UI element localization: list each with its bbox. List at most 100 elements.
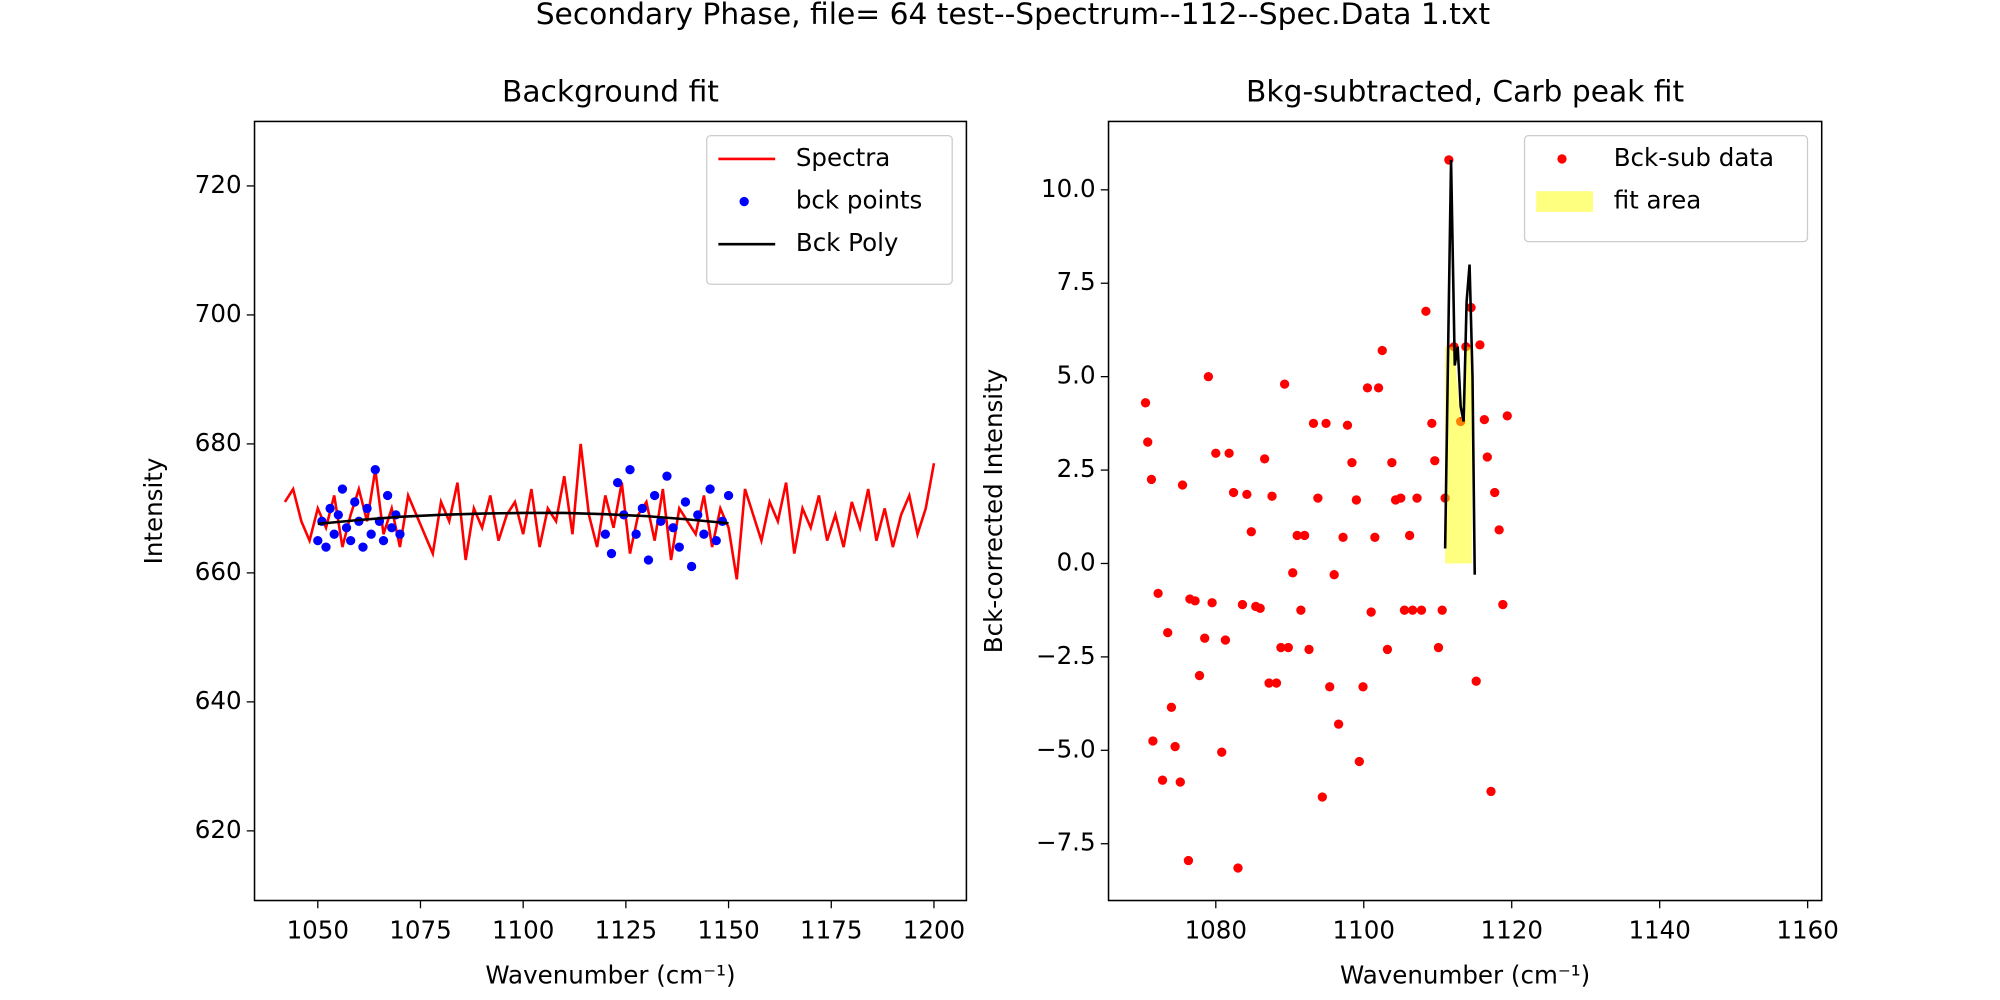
point [1416,605,1427,615]
legend-label: Spectra [796,143,890,172]
point [1482,452,1492,462]
point [1190,596,1200,606]
point [1387,457,1397,468]
y-tick-label: 700 [195,299,242,328]
point [1366,607,1376,617]
point [1163,627,1173,638]
point [1211,448,1221,458]
point [1479,414,1490,425]
point [1177,480,1188,490]
point [1271,678,1282,688]
point [1242,489,1252,500]
point [1370,532,1380,542]
point [1471,676,1481,686]
point [1217,747,1227,757]
point [1148,736,1158,746]
y-axis-label: Bck-corrected Intensity [979,369,1008,654]
point [705,484,715,494]
y-tick-label: −7.5 [1036,828,1096,857]
point [1233,863,1243,873]
y-tick-label: 10.0 [1041,174,1096,203]
point [1317,792,1327,802]
legend: Spectra bck points Bck Poly [706,135,953,285]
point [680,497,691,507]
point [395,529,405,539]
point [370,465,380,475]
point [1347,457,1357,468]
point [1194,670,1205,681]
point [1299,530,1310,541]
series-line [1443,159,1477,575]
point [1296,605,1306,615]
point [649,490,660,501]
point [662,471,672,481]
point [1437,605,1447,615]
point [321,542,331,552]
x-tick-label: 1160 [1776,916,1838,945]
point [1382,644,1393,655]
point [1276,642,1286,653]
plot-area [283,443,936,580]
point [1183,855,1194,866]
point [1490,487,1500,498]
point [1228,487,1239,498]
point [1325,682,1335,692]
y-tick-label: 620 [195,815,242,844]
point [1308,418,1319,429]
point [345,535,356,546]
point [1396,493,1406,503]
subplot: Background fit Wavenumber (cm⁻¹) Intensity… [139,75,968,990]
subplot: Bkg-subtracted, Carb peak fit Wavenumber … [979,75,1839,990]
y-tick-label: −5.0 [1036,734,1096,763]
point [313,535,323,546]
point [625,465,635,475]
point [1351,495,1362,505]
x-tick-label: 1100 [492,916,554,945]
point [1264,678,1274,688]
point [1427,418,1437,429]
legend-label: Bck Poly [796,228,899,257]
point [723,490,734,501]
point [1412,493,1422,503]
point [1279,379,1290,389]
point [1486,786,1496,797]
point [337,484,348,494]
legend-marker [739,196,749,207]
point [1207,598,1217,608]
point [643,555,654,565]
point [1157,775,1168,785]
point [1377,345,1387,356]
point [668,523,678,533]
y-tick-label: 680 [195,428,242,457]
subplot-title: Bkg-subtracted, Carb peak fit [1246,75,1684,110]
point [1288,568,1298,578]
legend: Bck-sub data fit area [1523,135,1809,243]
point [333,510,343,520]
point [1170,741,1180,752]
x-tick-label: 1125 [595,916,657,945]
plot-area [1140,155,1512,873]
axes-frame [253,120,968,902]
point [699,529,709,539]
point [1153,588,1163,599]
point [329,529,339,539]
point [1313,493,1323,503]
point [1433,642,1444,653]
point [693,510,703,520]
x-tick-label: 1200 [903,916,965,945]
point [600,529,610,539]
point [1399,605,1410,615]
point [362,503,372,514]
x-tick-label: 1140 [1628,916,1690,945]
x-tick-label: 1075 [389,916,451,945]
point [378,535,389,546]
point [1358,682,1368,692]
x-tick-label: 1080 [1185,916,1247,945]
point [674,542,684,552]
x-tick-label: 1150 [697,916,759,945]
point [366,529,376,539]
legend-label: fit area [1614,186,1702,215]
point [1166,702,1177,712]
point [1283,642,1293,653]
x-axis-label: Wavenumber (cm⁻¹) [1340,961,1590,990]
